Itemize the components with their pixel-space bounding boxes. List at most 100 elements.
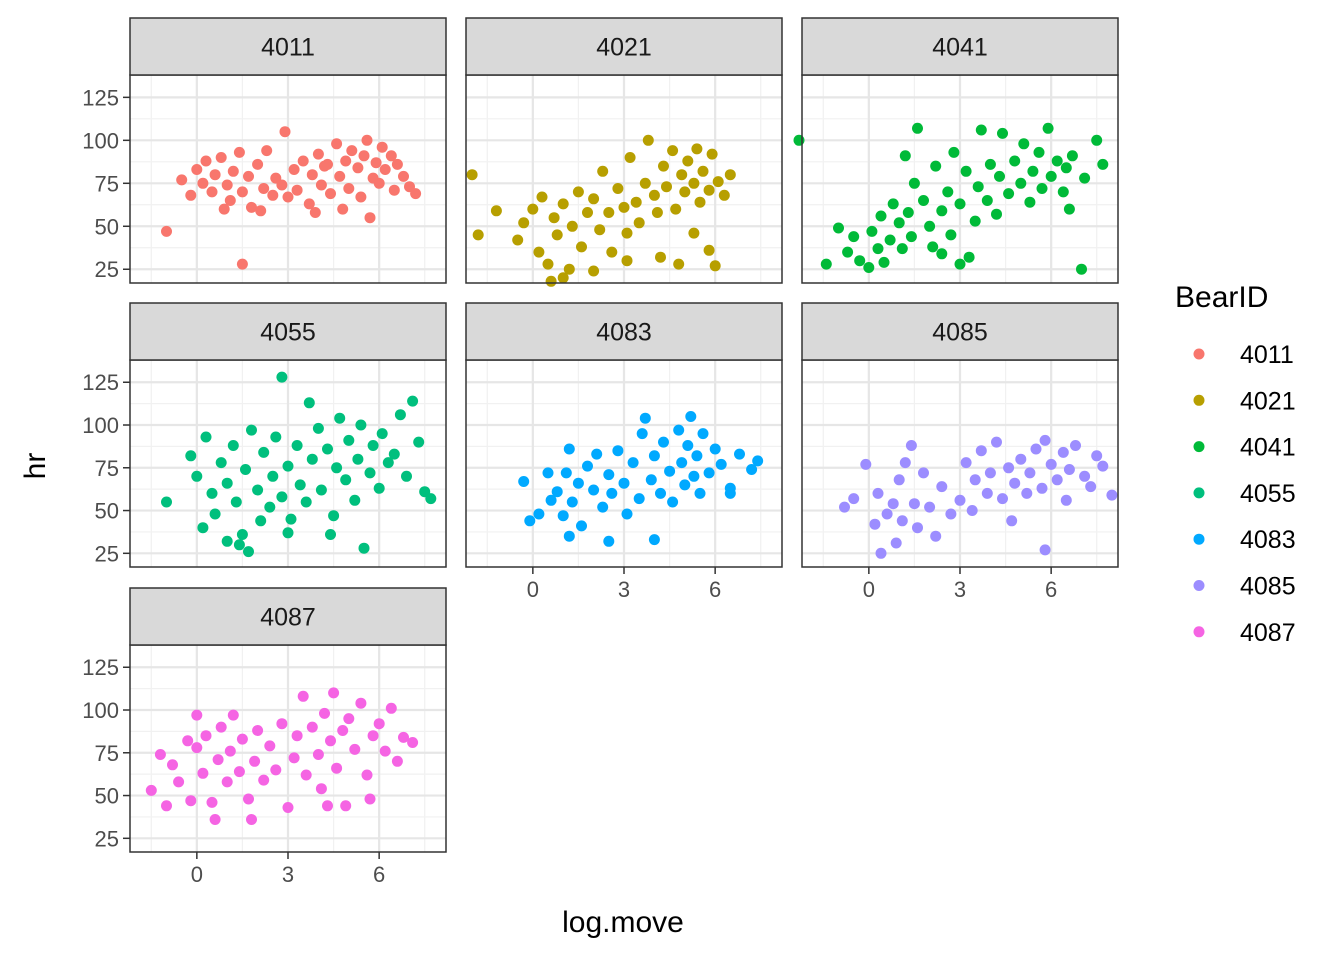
facet-strip: [129, 587, 447, 646]
data-point: [621, 227, 633, 239]
data-point: [297, 690, 309, 702]
data-point: [706, 148, 718, 160]
data-point: [161, 496, 172, 508]
data-point: [328, 687, 340, 699]
data-point: [246, 424, 257, 436]
data-point: [1024, 196, 1036, 208]
data-point: [218, 203, 230, 215]
data-point: [410, 188, 422, 200]
data-point: [630, 196, 642, 208]
data-point: [884, 234, 896, 246]
data-point: [233, 766, 245, 778]
legend-label: 4085: [1240, 573, 1296, 601]
data-point: [645, 474, 657, 486]
data-point: [997, 127, 1008, 139]
data-point: [367, 440, 379, 451]
data-point: [300, 496, 312, 508]
facet-panel-4021: 4021: [465, 17, 783, 287]
data-point: [331, 138, 343, 150]
data-point: [285, 513, 297, 525]
data-point: [918, 195, 929, 206]
data-point: [899, 150, 911, 162]
facet-strip-label: 4041: [932, 34, 988, 62]
data-point: [621, 508, 633, 520]
data-point: [648, 450, 660, 462]
data-point: [691, 143, 703, 155]
data-point: [243, 170, 254, 182]
data-point: [694, 487, 706, 499]
data-point: [576, 241, 587, 253]
data-point: [612, 183, 624, 194]
data-point: [224, 195, 236, 206]
data-point: [633, 493, 645, 505]
data-point: [872, 243, 884, 255]
data-point: [994, 170, 1005, 182]
data-point: [154, 749, 166, 760]
data-point: [667, 145, 679, 157]
data-point: [863, 262, 875, 273]
legend-label: 4087: [1240, 619, 1296, 647]
data-point: [197, 177, 209, 189]
data-point: [209, 508, 221, 520]
data-point: [258, 774, 270, 786]
data-point: [954, 198, 966, 210]
data-point: [255, 515, 267, 527]
data-point: [1091, 450, 1103, 462]
data-point: [243, 793, 254, 805]
data-point: [206, 487, 218, 499]
data-point: [346, 145, 358, 157]
data-point: [524, 515, 536, 527]
data-point: [206, 796, 218, 808]
facet-panel-4087: 4087 25 50 75 100 125 0 3 6: [82, 587, 447, 887]
data-point: [688, 227, 700, 239]
facet-strip: [129, 302, 447, 361]
y-axis-title: hr: [19, 453, 52, 480]
data-point: [322, 443, 333, 455]
data-point: [246, 814, 257, 825]
facet-panel-4011: 4011 25 50 75 100 125: [82, 17, 447, 284]
data-point: [276, 371, 288, 383]
data-point: [385, 150, 397, 162]
data-point: [319, 707, 330, 719]
data-point: [355, 419, 367, 431]
data-point: [842, 246, 854, 258]
data-point: [918, 467, 929, 479]
legend-item-4085: 4085: [1193, 573, 1296, 601]
data-point: [306, 169, 318, 181]
data-point: [1024, 467, 1036, 479]
legend-title: BearID: [1175, 281, 1268, 314]
data-point: [282, 460, 294, 472]
data-point: [388, 448, 400, 460]
data-point: [512, 234, 524, 246]
data-point: [370, 157, 382, 169]
data-point: [905, 440, 917, 451]
data-point: [752, 455, 764, 467]
data-point: [642, 134, 654, 146]
data-point: [930, 530, 942, 542]
data-point: [340, 155, 352, 167]
legend-key: [1193, 394, 1205, 406]
data-point: [712, 176, 724, 188]
data-point: [942, 186, 954, 198]
data-point: [490, 205, 502, 217]
data-point: [533, 246, 545, 258]
data-point: [358, 542, 370, 554]
data-point: [518, 476, 530, 487]
data-point: [1036, 482, 1048, 494]
data-point: [557, 198, 569, 210]
data-point: [673, 424, 685, 436]
data-point: [1018, 138, 1030, 150]
data-point: [337, 725, 349, 736]
data-point: [230, 496, 242, 508]
data-point: [145, 784, 157, 796]
y-tick-label: 50: [95, 214, 119, 239]
data-point: [866, 225, 878, 237]
data-point: [325, 529, 336, 540]
data-point: [282, 191, 294, 203]
data-point: [185, 795, 197, 807]
data-point: [315, 484, 327, 496]
data-point: [651, 207, 663, 218]
data-point: [655, 251, 666, 263]
data-point: [603, 469, 615, 481]
data-point: [306, 721, 318, 733]
